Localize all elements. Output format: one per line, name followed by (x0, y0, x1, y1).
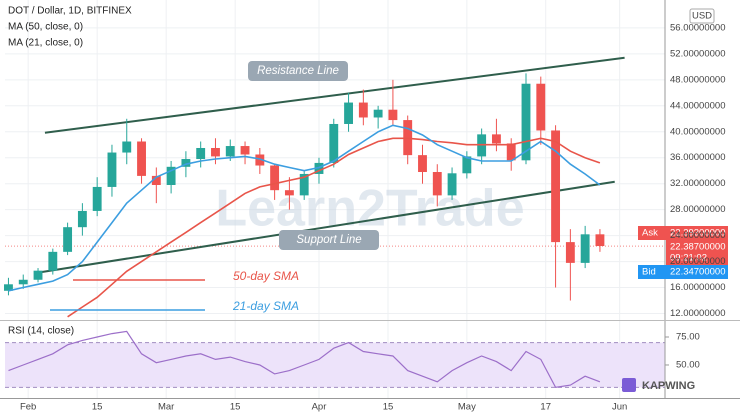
candle-body (329, 123, 339, 163)
candle-body (255, 154, 265, 166)
y-tick-label: 20.00000000 (670, 256, 725, 267)
y-tick-label: 52.00000000 (670, 48, 725, 59)
x-tick-label: Apr (312, 402, 327, 413)
candle-body (4, 284, 13, 291)
rsi-tick-label: 75.00 (676, 332, 700, 343)
currency: USD (692, 11, 712, 22)
ma-line (67, 137, 601, 318)
rsi-title: RSI (14, close) (8, 326, 74, 337)
x-tick-label: 15 (230, 402, 241, 413)
last-price-box (666, 240, 728, 265)
candle-body (388, 109, 398, 121)
indicator-label: MA (21, close, 0) (8, 38, 83, 49)
y-tick-label: 44.00000000 (670, 100, 725, 111)
candle-body (491, 134, 501, 144)
candle-body (196, 147, 206, 160)
candle-body (418, 155, 427, 173)
x-tick-label: 15 (92, 402, 103, 413)
x-tick-label: May (458, 402, 476, 413)
candle-body (181, 159, 191, 167)
candle-body (595, 234, 605, 247)
support-label-box (279, 230, 379, 250)
y-tick-label: 32.00000000 (670, 178, 725, 189)
candle-body (48, 251, 58, 271)
ask-box (638, 226, 728, 240)
candle-body (92, 186, 102, 211)
resistance-label: Resistance Line (257, 65, 339, 77)
x-tick-label: Feb (20, 402, 36, 413)
rsi-line (8, 330, 601, 389)
badge: KAPWING (642, 380, 695, 392)
resistance-label-box (248, 61, 348, 81)
x-tick-label: 15 (383, 402, 394, 413)
candle-body (521, 83, 531, 161)
ask-price: 22.39300000 (670, 228, 725, 239)
rsi-band (5, 342, 665, 388)
y-tick-label: 16.00000000 (670, 282, 725, 293)
candle-body (151, 175, 161, 185)
bid-name: Bid (642, 267, 656, 278)
candle-body (166, 166, 176, 185)
watermark: Learn2Trade (215, 180, 524, 238)
trend-line (37, 180, 615, 274)
legend-label: 50-day SMA (233, 269, 299, 283)
candle-body (63, 227, 73, 252)
rsi-tick-label: 50.00 (676, 359, 700, 370)
candle-body (33, 270, 43, 280)
candle-body (240, 146, 250, 155)
candle-body (373, 109, 383, 118)
candle-body (551, 130, 561, 243)
ask-name: Ask (642, 228, 658, 239)
bid-box (638, 265, 728, 279)
candle-body (314, 162, 324, 174)
ma-line (8, 124, 601, 292)
plot: Resistance Line Support Line 50-day SMA 21-… (4, 56, 665, 389)
candle-body (77, 210, 87, 228)
candle-body (344, 102, 353, 124)
countdown: 09:21:02 (670, 253, 707, 264)
y-tick-label: 36.00000000 (670, 152, 725, 163)
last-price: 22.38700000 (670, 242, 725, 253)
badge-icon (622, 378, 636, 392)
x-tick-label: 17 (540, 402, 551, 413)
legend-label: 21-day SMA (232, 299, 299, 313)
y-tick-label: 24.00000000 (670, 230, 725, 241)
y-tick-label: 40.00000000 (670, 126, 725, 137)
x-tick-label: Jun (612, 402, 627, 413)
candle-body (284, 190, 294, 196)
candle-body (211, 147, 220, 157)
grid (5, 0, 665, 398)
y-tick-label: 28.00000000 (670, 204, 725, 215)
currency-box (689, 8, 715, 24)
candle-body (137, 141, 146, 176)
candle-body (565, 242, 575, 263)
x-tick-label: Mar (158, 402, 174, 413)
candle-body (432, 172, 442, 196)
candle-body (18, 279, 28, 285)
candle-body (447, 173, 457, 196)
candle-body (506, 143, 516, 161)
candle-body (107, 152, 117, 187)
chart-title: DOT / Dollar, 1D, BITFINEX (8, 6, 132, 17)
bid-price: 22.34700000 (670, 267, 725, 278)
candle-body (270, 165, 280, 191)
candle-body (299, 173, 309, 196)
support-label: Support Line (296, 234, 361, 246)
candle-body (225, 146, 235, 157)
indicator-label: MA (50, close, 0) (8, 22, 83, 33)
candle-body (358, 102, 368, 118)
trend-line (44, 56, 625, 134)
y-tick-label: 12.00000000 (670, 308, 725, 319)
candle-body (462, 156, 472, 174)
candle-body (536, 83, 546, 131)
candle-body (580, 234, 590, 263)
candle-body (122, 141, 132, 153)
y-tick-label: 56.00000000 (670, 22, 725, 33)
y-tick-label: 48.00000000 (670, 74, 725, 85)
